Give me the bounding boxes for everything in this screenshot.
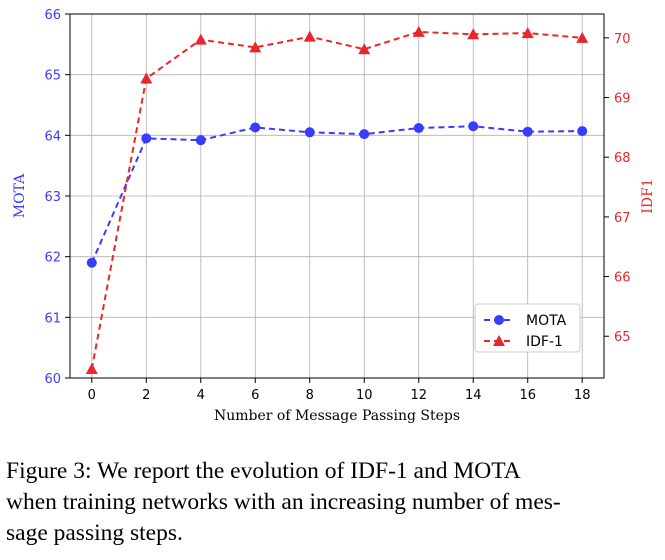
data-point-idf1 [140, 72, 153, 84]
data-point-mota [304, 127, 315, 138]
data-point-idf1 [576, 31, 589, 43]
legend: MOTA IDF-1 [474, 303, 581, 353]
caption-line: sage passing steps. [6, 520, 183, 546]
data-point-mota [86, 257, 97, 268]
series-line-mota [90, 125, 583, 264]
right-y-tick-label: 67 [614, 211, 631, 226]
x-tick-label: 0 [88, 388, 96, 403]
legend-marker-mota [494, 315, 504, 325]
data-point-idf1 [194, 33, 207, 45]
x-tick-label: 18 [574, 388, 591, 403]
legend-marker-idf1 [493, 335, 505, 346]
series-line-idf1 [90, 30, 583, 370]
axes: 0 2 4 6 8 10 12 14 16 186061626364656665666768697… [44, 8, 630, 403]
left-y-tick-label: 66 [44, 8, 61, 23]
data-point-idf1 [521, 27, 534, 39]
x-tick-label: 2 [142, 388, 150, 403]
left-y-tick-label: 60 [44, 372, 61, 387]
data-point-idf1 [85, 363, 98, 375]
left-y-tick-label: 64 [44, 129, 61, 144]
x-tick-label: 10 [356, 388, 373, 403]
left-axis-title: MOTA [12, 173, 28, 218]
data-point-idf1 [249, 41, 262, 53]
data-point-mota [141, 133, 152, 144]
x-tick-label: 4 [197, 388, 205, 403]
left-y-tick-label: 62 [44, 251, 61, 266]
caption-line: when training networks with an increasin… [6, 489, 561, 515]
x-tick-label: 16 [519, 388, 536, 403]
data-point-idf1 [412, 25, 425, 37]
right-y-tick-label: 70 [614, 32, 631, 47]
data-point-mota [250, 122, 261, 133]
legend-label-mota: MOTA [526, 313, 567, 329]
data-point-mota [468, 121, 479, 132]
data-point-mota [359, 129, 370, 140]
left-y-tick-label: 65 [44, 69, 61, 84]
legend-label-idf1: IDF-1 [526, 334, 563, 350]
right-y-tick-label: 68 [614, 151, 631, 166]
right-y-tick-label: 66 [614, 271, 631, 286]
data-point-mota [522, 126, 533, 137]
x-tick-label: 12 [410, 388, 427, 403]
right-y-tick-label: 65 [614, 330, 631, 345]
data-point-mota [577, 126, 588, 137]
data-point-idf1 [358, 43, 371, 55]
data-point-idf1 [303, 30, 316, 42]
right-axis-title: IDF1 [640, 178, 656, 213]
series [85, 25, 589, 375]
caption-line: Figure 3: We report the evolution of IDF… [6, 458, 521, 484]
figure-caption: Figure 3: We report the evolution of IDF… [6, 456, 656, 549]
chart: 0 2 4 6 8 10 12 14 16 186061626364656665666768697… [12, 8, 656, 424]
x-tick-label: 8 [306, 388, 314, 403]
data-point-mota [413, 123, 424, 134]
right-y-tick-label: 69 [614, 92, 631, 107]
x-tick-label: 6 [251, 388, 259, 403]
data-point-mota [195, 135, 206, 146]
left-y-tick-label: 61 [44, 311, 61, 326]
data-point-idf1 [467, 28, 480, 40]
x-tick-label: 14 [465, 388, 482, 403]
x-axis-title: Number of Message Passing Steps [214, 408, 460, 424]
left-y-tick-label: 63 [44, 190, 61, 205]
